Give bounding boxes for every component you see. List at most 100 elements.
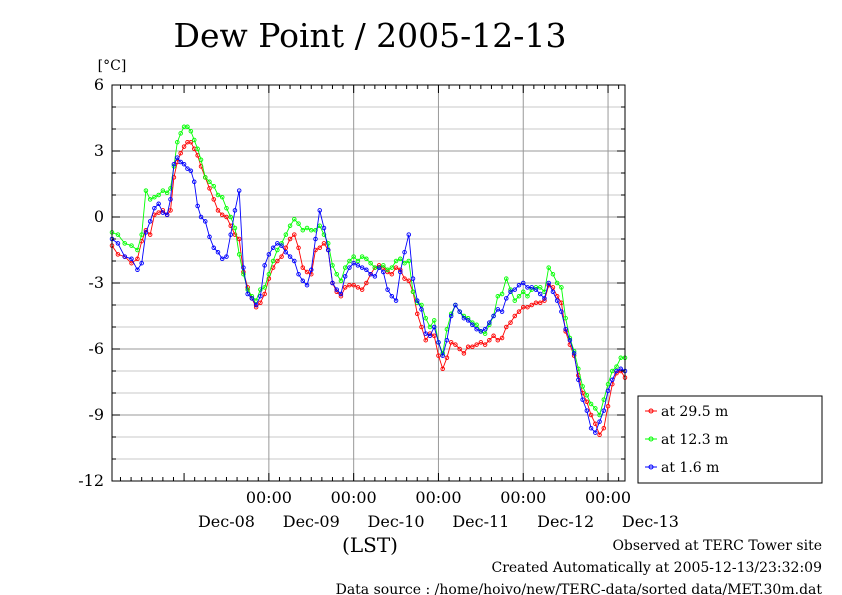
data-point [168,186,173,191]
data-point [499,309,505,314]
data-point [338,291,344,297]
data-point [283,249,289,255]
data-point [115,252,121,257]
data-point [516,309,522,314]
data-point [389,271,395,277]
data-point [164,212,170,218]
data-point [436,340,441,345]
data-point [372,265,378,270]
data-point [304,269,310,275]
data-point [389,265,395,270]
data-point [168,197,173,202]
data-point [554,298,560,303]
data-point [593,406,598,411]
data-point [364,256,369,262]
data-point [211,245,217,251]
data-point [406,278,412,284]
data-point [520,289,526,295]
data-point [207,234,212,240]
y-tick-label: -12 [78,471,104,490]
data-point [279,254,284,259]
data-point [351,260,356,266]
data-point [135,247,140,253]
footer-data-source: Data source : /home/hoivo/new/TERC-data/… [336,582,823,595]
data-point [211,197,217,202]
data-point [139,260,144,266]
data-point [584,392,590,398]
legend-swatch-marker [648,408,654,414]
data-point [275,241,280,246]
data-point [508,289,513,295]
legend-label: at 12.3 m [661,432,728,448]
data-point [168,208,173,213]
data-point [175,155,180,160]
data-point [317,223,322,229]
data-point [143,188,149,193]
data-point [431,318,437,323]
data-point [448,313,454,319]
data-point [207,186,212,191]
data-point [304,282,310,288]
data-point [347,258,352,264]
data-point [160,188,166,193]
data-point [258,293,263,299]
data-point [516,282,522,288]
data-point [537,291,543,297]
data-point [188,168,194,174]
x-day-label: Dec-12 [537,512,594,531]
data-point [321,241,327,246]
x-hour-label: 00:00 [500,488,546,507]
x-day-label: Dec-13 [622,512,679,531]
data-point [309,267,314,273]
data-point [512,298,518,303]
data-point [215,249,221,255]
data-point [135,256,140,262]
data-point [601,397,607,402]
data-point [359,254,365,259]
data-point [188,128,194,134]
data-point [304,225,310,231]
data-point [241,265,246,270]
data-point [478,329,484,334]
y-tick-label: -9 [88,405,104,424]
data-point [593,421,598,427]
data-point [228,214,233,220]
data-point [275,247,280,253]
x-hour-label: 00:00 [415,488,461,507]
data-point [495,307,501,312]
data-point [203,175,208,180]
data-point [393,298,399,303]
data-point [461,315,467,321]
data-point [491,313,496,319]
y-tick-label: 0 [94,207,104,226]
data-point [529,285,534,290]
data-point [224,214,229,220]
data-point [292,258,297,264]
data-point [605,388,611,394]
data-point [427,324,433,330]
data-point [482,342,488,347]
data-point [465,344,471,350]
data-point [537,300,543,306]
series-line [111,141,626,436]
data-point [325,241,331,246]
data-point [482,326,488,332]
data-point [402,249,407,255]
y-tick-label: 6 [94,75,104,94]
data-point [402,260,407,266]
data-point [245,291,250,297]
data-point [588,425,594,431]
data-point [309,227,314,233]
data-point [415,311,420,317]
data-point [601,408,607,413]
data-point [423,337,428,343]
data-point [139,232,144,237]
data-point [198,157,204,163]
data-point [406,258,412,264]
data-point [249,296,255,301]
data-point [597,412,602,418]
y-axis-unit: [°C] [98,58,127,74]
data-point [529,302,534,308]
data-point [385,287,390,292]
data-point [597,419,602,424]
